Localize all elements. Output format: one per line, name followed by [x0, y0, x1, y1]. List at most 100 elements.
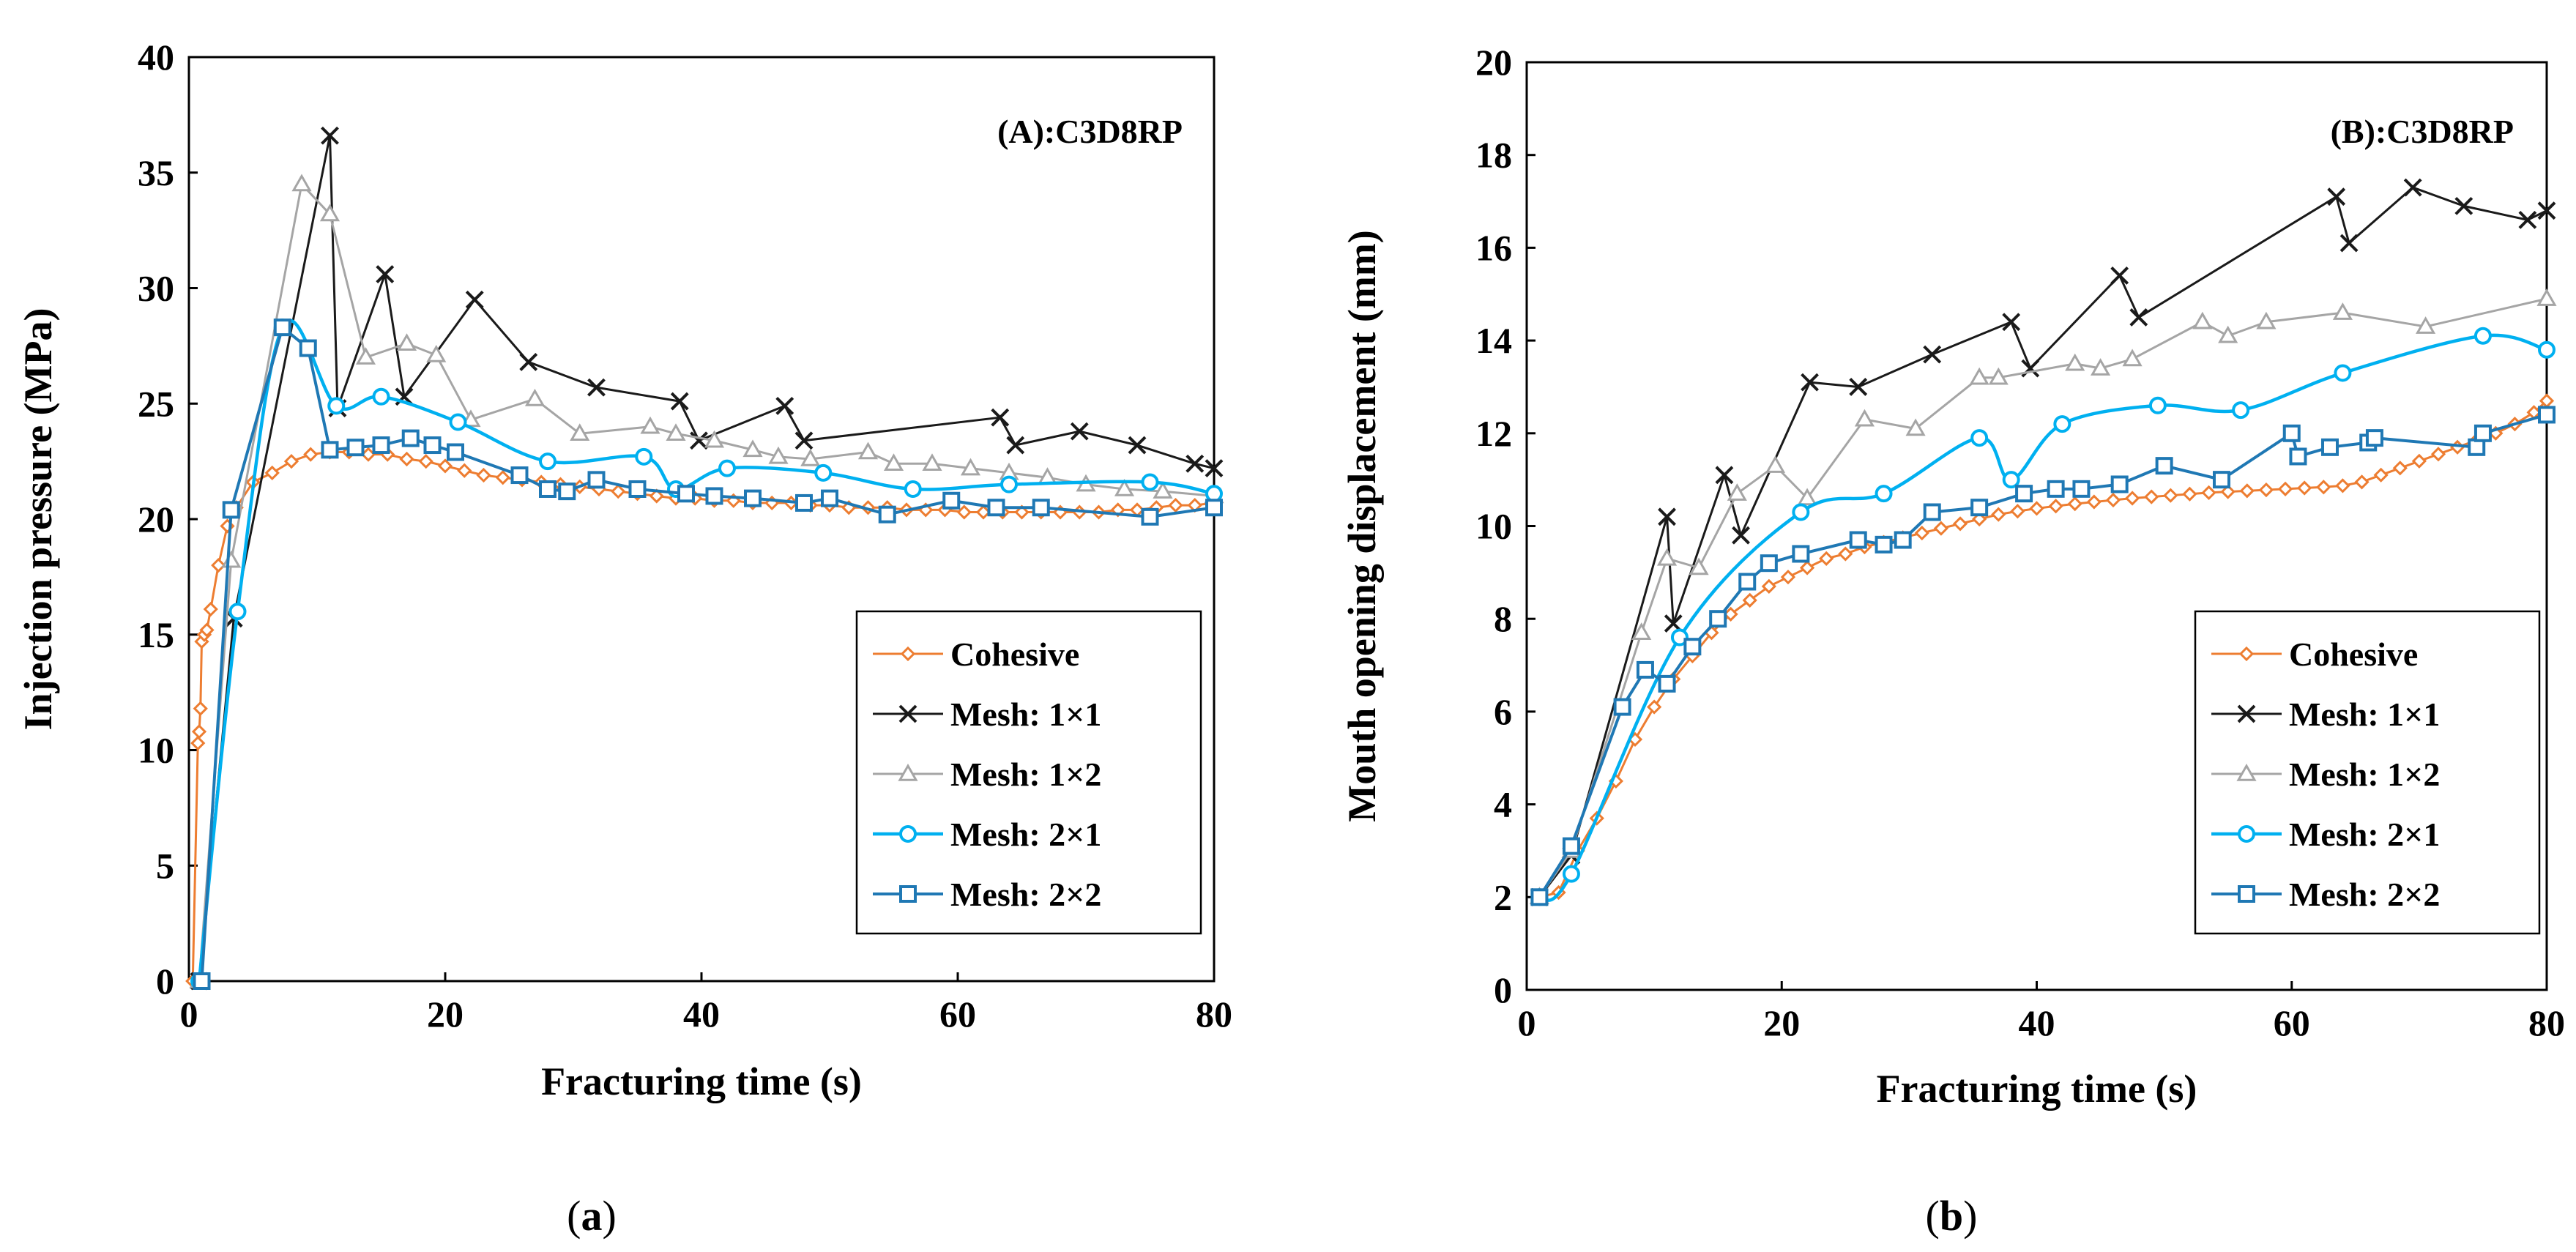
data-point-mesh12: [2256, 311, 2277, 329]
data-point-mesh12: [742, 439, 763, 458]
data-point-cohesive: [495, 470, 510, 485]
data-point-mesh11: [991, 408, 1010, 427]
data-point-mesh22: [558, 482, 576, 501]
data-point-mesh11: [2518, 210, 2537, 229]
data-point-cohesive: [2067, 496, 2082, 512]
data-point-cohesive: [1799, 560, 1815, 575]
data-point-mesh12: [1153, 481, 1173, 499]
data-point-cohesive: [2316, 480, 2331, 495]
data-point-mesh11: [321, 126, 339, 145]
legend-marker-mesh11: [2237, 704, 2256, 723]
data-point-mesh12: [221, 550, 242, 568]
data-point-cohesive: [1914, 525, 1929, 541]
data-point-mesh21: [327, 397, 346, 415]
data-point-mesh11: [1006, 436, 1025, 455]
data-point-mesh12: [2192, 311, 2213, 329]
data-point-mesh22: [1613, 698, 1631, 716]
legend-label-mesh22: Mesh: 2×2: [950, 876, 1101, 913]
data-point-mesh12: [1905, 418, 1926, 436]
data-point-mesh12: [1969, 367, 1989, 385]
data-point-mesh12: [2415, 316, 2436, 334]
data-point-cohesive: [2201, 485, 2216, 501]
data-point-cohesive: [2182, 486, 2197, 502]
data-point-mesh11: [2327, 187, 2346, 206]
data-point-cohesive: [1168, 497, 1183, 513]
data-point-mesh22: [1562, 837, 1580, 855]
data-point-mesh22: [346, 439, 365, 457]
legend-box: [855, 610, 1202, 935]
data-point-cohesive: [649, 488, 664, 504]
data-point-mesh22: [1658, 674, 1676, 693]
legend-marker-mesh21: [899, 825, 917, 843]
data-point-cohesive: [457, 463, 472, 478]
data-point-mesh11: [2537, 201, 2556, 220]
data-point-mesh11: [1128, 436, 1147, 455]
data-point-mesh22: [1636, 660, 1654, 679]
y-tick-label-b: 0: [1494, 969, 1512, 1010]
data-point-mesh22: [1923, 503, 1941, 521]
data-point-cohesive: [211, 557, 226, 573]
y-tick-label-b: 2: [1494, 876, 1512, 917]
data-point-mesh22: [1530, 888, 1549, 906]
data-point-mesh12: [2536, 288, 2557, 306]
data-point-mesh22: [539, 480, 556, 498]
data-point-cohesive: [2258, 482, 2274, 498]
data-point-mesh11: [1715, 466, 1734, 485]
data-point-cohesive: [2430, 447, 2446, 462]
data-point-mesh21: [1141, 473, 1159, 491]
data-point-cohesive: [1647, 699, 1662, 715]
legend-label-cohesive: Cohesive: [950, 636, 1079, 673]
data-point-mesh11: [775, 396, 794, 415]
data-point-mesh11: [2129, 308, 2148, 327]
x-tick-label-b: 0: [1518, 1002, 1536, 1043]
data-point-mesh12: [319, 204, 340, 222]
data-point-mesh22: [744, 489, 762, 507]
data-point-cohesive: [1991, 507, 2006, 522]
data-point-mesh12: [1656, 548, 1678, 566]
data-point-mesh22: [1792, 545, 1810, 563]
series-line-mesh21: [197, 318, 1215, 982]
data-point-cohesive: [2029, 501, 2044, 516]
y-tick-label-b: 6: [1494, 691, 1512, 732]
data-point-mesh11: [465, 290, 484, 309]
series-mesh11-b: [1530, 178, 2556, 906]
data-point-mesh11: [1732, 526, 1750, 545]
x-tick-label-a: 20: [427, 994, 464, 1035]
y-axis-label-a: Injection pressure (MPa): [16, 308, 60, 731]
data-point-mesh11: [794, 431, 814, 450]
x-tick-label-b: 60: [2274, 1002, 2310, 1043]
data-point-mesh11: [2002, 313, 2021, 332]
data-point-mesh12: [396, 333, 417, 351]
data-point-cohesive: [1819, 551, 1834, 566]
data-point-mesh22: [705, 487, 723, 505]
x-axis-label-b: Fracturing time (s): [1877, 1067, 2197, 1111]
data-point-mesh11: [1801, 373, 1819, 392]
y-tick-label-b: 8: [1494, 598, 1512, 639]
data-point-cohesive: [2010, 504, 2025, 519]
data-point-mesh11: [1205, 459, 1224, 478]
data-point-mesh22: [2473, 424, 2492, 442]
data-point-mesh22: [372, 436, 390, 455]
data-point-mesh12: [2122, 349, 2143, 367]
data-point-mesh22: [1141, 507, 1159, 526]
data-point-mesh21: [635, 447, 653, 466]
data-point-mesh21: [1792, 503, 1810, 521]
x-tick-label-a: 40: [683, 994, 720, 1035]
data-point-mesh12: [291, 174, 312, 192]
y-tick-label-a: 15: [138, 614, 174, 655]
data-point-cohesive: [264, 465, 280, 481]
data-point-mesh22: [2155, 457, 2173, 475]
legend-label-mesh11: Mesh: 1×1: [2289, 696, 2440, 733]
data-point-mesh22: [401, 429, 420, 447]
data-point-mesh21: [372, 387, 390, 406]
data-point-mesh12: [2090, 358, 2111, 376]
data-point-mesh11: [587, 378, 606, 397]
legend-marker-mesh22: [899, 885, 917, 903]
legend-label-mesh12: Mesh: 1×2: [2289, 756, 2440, 793]
data-point-mesh21: [2334, 364, 2352, 382]
data-point-mesh22: [2320, 438, 2339, 456]
data-point-mesh22: [628, 480, 647, 498]
data-point-mesh22: [987, 499, 1005, 517]
legend-box: [2194, 610, 2541, 935]
